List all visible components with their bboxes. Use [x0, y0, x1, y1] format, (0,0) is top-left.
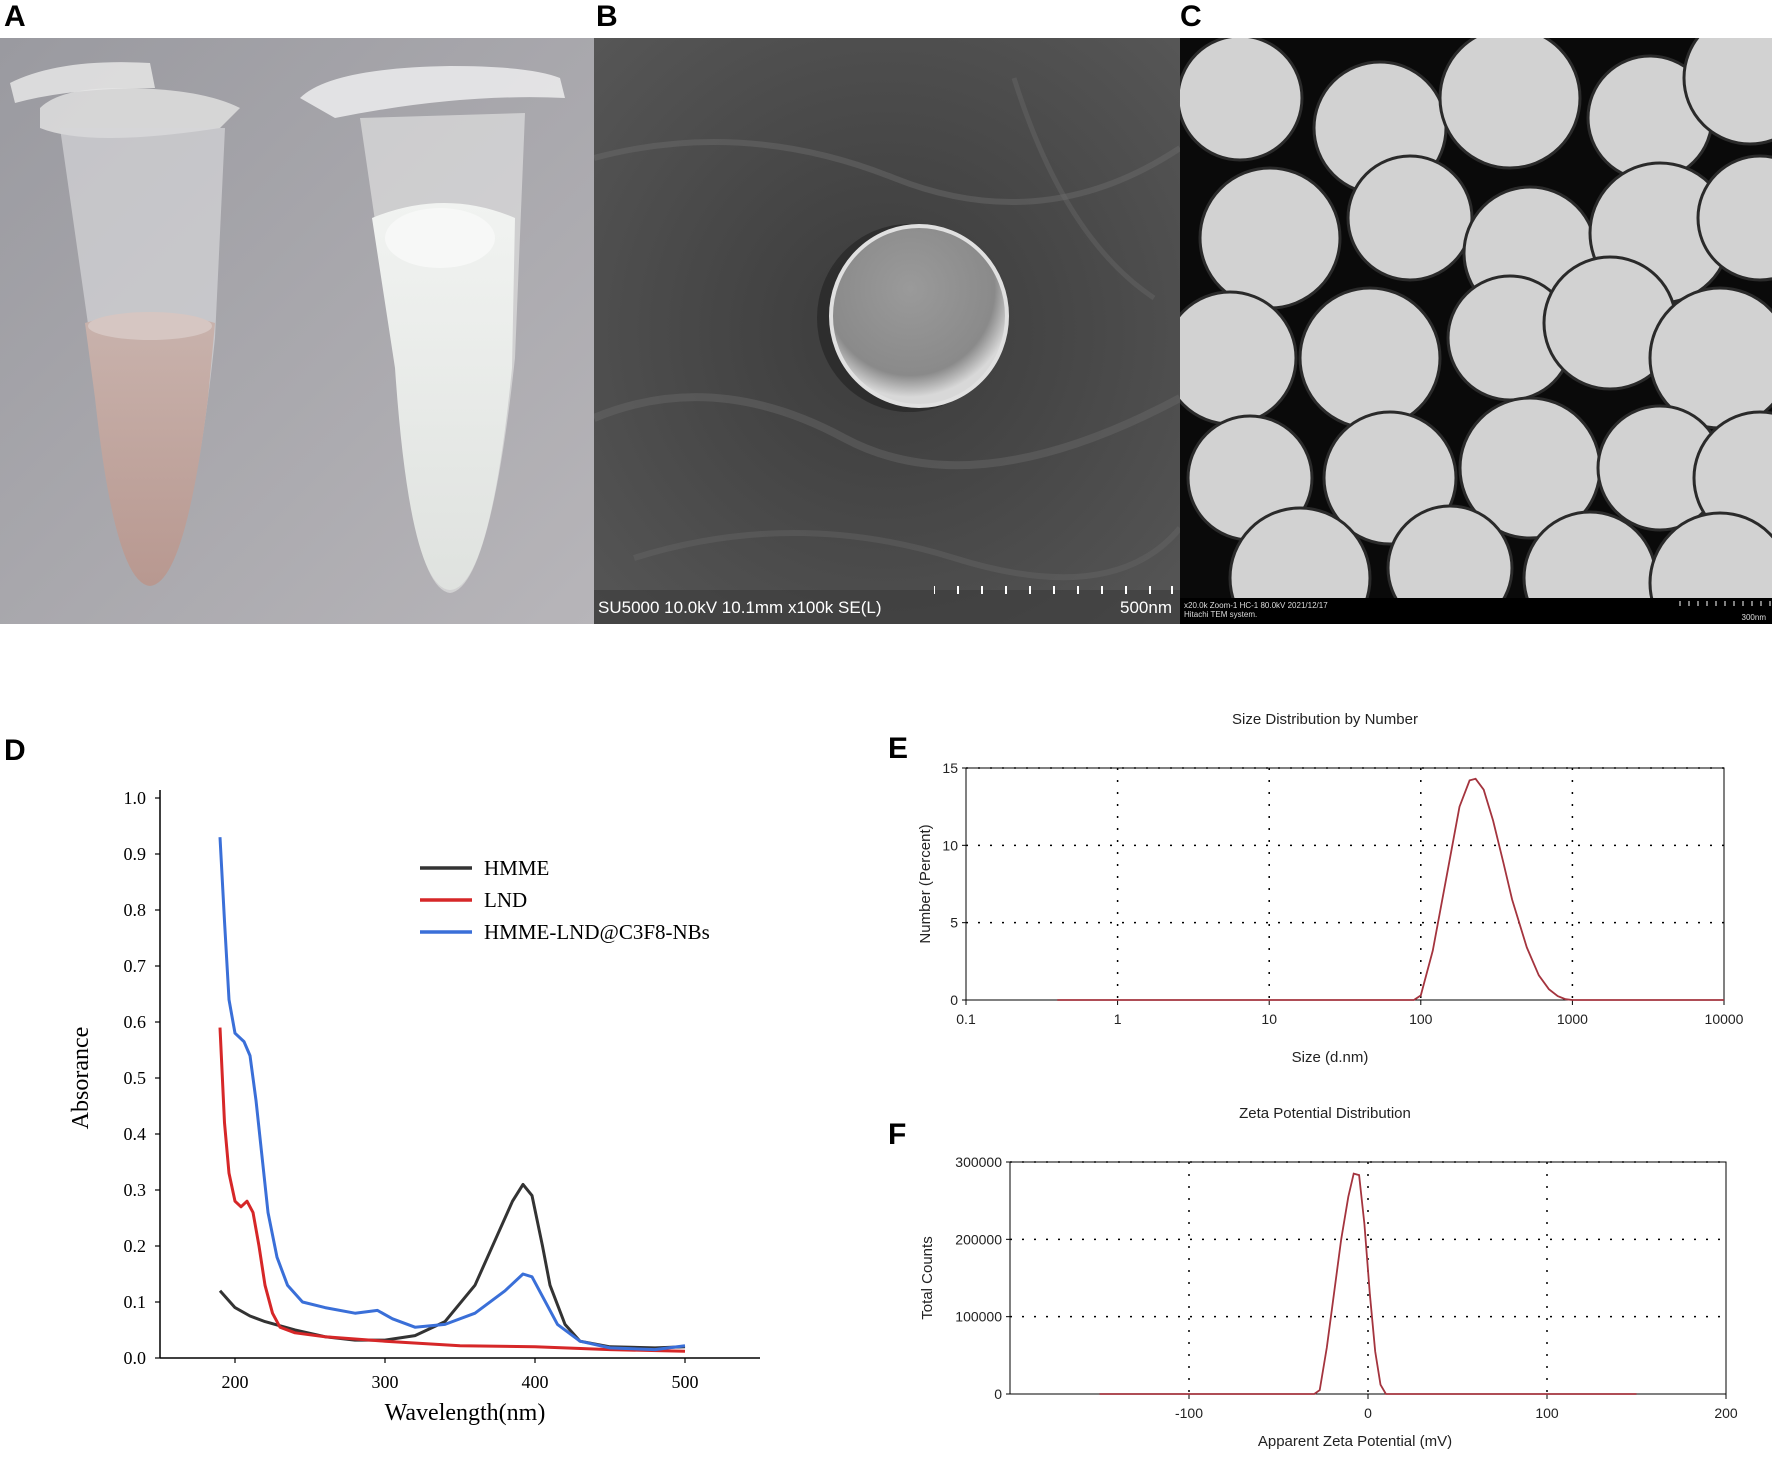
- e-x-tick-label: 100: [1409, 1011, 1433, 1027]
- f-x-tick-label: 0: [1364, 1405, 1372, 1421]
- e-frame: [965, 767, 1725, 1001]
- f-y-tick-label: 100000: [955, 1309, 1002, 1325]
- d-y-tick-label: 0.8: [124, 900, 147, 920]
- tem-image: x20.0k Zoom-1 HC-1 80.0kV 2021/12/17 Hit…: [1180, 38, 1772, 624]
- d-series-line-0: [218, 1182, 686, 1350]
- d-y-tick-label: 0.6: [124, 1012, 147, 1032]
- sem-scale-bar: [934, 586, 1173, 594]
- left-tube: [10, 62, 240, 586]
- panel-letter-b: B: [596, 0, 618, 33]
- e-y-tick-label: 15: [942, 760, 958, 776]
- e-y-tick-label: 0: [950, 992, 958, 1008]
- tem-particle: [1648, 511, 1772, 624]
- d-y-tick-label: 0.3: [124, 1180, 147, 1200]
- tem-particle: [1228, 506, 1372, 624]
- d-x-label: Wavelength(nm): [385, 1400, 546, 1426]
- d-x-tick-label: 200: [222, 1372, 249, 1392]
- tem-info-line1: x20.0k Zoom-1 HC-1 80.0kV 2021/12/17: [1184, 601, 1328, 610]
- d-y-tick-label: 0.9: [124, 844, 147, 864]
- e-y-tick-label: 10: [942, 837, 958, 853]
- tem-scale-label: 300nm: [1741, 613, 1766, 622]
- e-y-tick-label: 5: [950, 915, 958, 931]
- d-y-tick-label: 0.2: [124, 1236, 147, 1256]
- tem-particle: [1386, 504, 1514, 624]
- d-y-tick-label: 0.4: [124, 1124, 147, 1144]
- e-title: Size Distribution by Number: [1232, 711, 1418, 728]
- panel-letter-f: F: [888, 1118, 907, 1151]
- f-series-line-0: [1099, 1172, 1637, 1395]
- sem-scale-label: 500nm: [1120, 598, 1172, 617]
- panel-letter-d: D: [4, 734, 26, 767]
- d-legend-label: HMME-LND@C3F8-NBs: [484, 920, 710, 944]
- sem-info-text: SU5000 10.0kV 10.1mm x100k SE(L): [598, 598, 882, 617]
- f-y-tick-label: 0: [994, 1386, 1002, 1402]
- tem-particle: [1696, 154, 1772, 282]
- d-y-tick-label: 0.7: [124, 956, 147, 976]
- tem-particle: [1438, 38, 1582, 170]
- tem-particle: [1346, 154, 1474, 282]
- d-legend-label: LND: [484, 888, 527, 912]
- tem-particle: [1198, 166, 1342, 310]
- right-tube: [300, 66, 565, 593]
- e-x-tick-label: 1000: [1557, 1011, 1588, 1027]
- f-x-tick-label: 100: [1535, 1405, 1559, 1421]
- d-y-tick-label: 0.5: [124, 1068, 147, 1088]
- f-title: Zeta Potential Distribution: [1239, 1105, 1411, 1122]
- f-y-tick-label: 200000: [955, 1231, 1002, 1247]
- e-y-label: Number (Percent): [917, 824, 934, 943]
- d-series-line-2: [218, 837, 686, 1352]
- tem-particle: [1180, 290, 1298, 426]
- tube-photo: [0, 38, 594, 624]
- f-x-tick-label: -100: [1175, 1405, 1203, 1421]
- d-y-tick-label: 0.1: [124, 1292, 147, 1312]
- f-y-tick-label: 300000: [955, 1154, 1002, 1170]
- d-y-tick-label: 1.0: [124, 788, 147, 808]
- tem-particle: [1682, 38, 1772, 146]
- zeta-potential-chart: Zeta Potential Distribution 0 100000 20000…: [919, 1105, 1738, 1450]
- d-legend-label: HMME: [484, 856, 549, 880]
- tem-scale-bar: [1679, 601, 1771, 606]
- e-x-tick-label: 10000: [1705, 1011, 1744, 1027]
- e-x-tick-label: 0.1: [956, 1011, 976, 1027]
- e-x-label: Size (d.nm): [1292, 1049, 1369, 1066]
- tem-particle: [1180, 38, 1304, 162]
- f-y-label: Total Counts: [919, 1236, 936, 1319]
- tem-info-bar: [1180, 598, 1772, 624]
- d-y-tick-label: 0.0: [124, 1348, 147, 1368]
- d-x-tick-label: 300: [372, 1372, 399, 1392]
- d-x-tick-label: 400: [522, 1372, 549, 1392]
- e-x-tick-label: 10: [1261, 1011, 1277, 1027]
- d-series-line-1: [218, 1027, 686, 1353]
- f-x-label: Apparent Zeta Potential (mV): [1258, 1433, 1452, 1450]
- panel-letter-e: E: [888, 732, 909, 765]
- tem-info-line2: Hitachi TEM system.: [1184, 610, 1258, 619]
- d-x-tick-label: 500: [672, 1372, 699, 1392]
- e-series-line-0: [1057, 777, 1724, 1001]
- d-y-label: Absorance: [68, 1027, 94, 1130]
- tem-particle: [1298, 286, 1442, 430]
- absorbance-chart: 0.0 0.1 0.2 0.3 0.4 0.5 0.6 0.7 0.8 0.9 1.0 200 300 4…: [68, 788, 760, 1426]
- panel-letter-a: A: [4, 0, 26, 33]
- sem-image: SU5000 10.0kV 10.1mm x100k SE(L) 500nm: [594, 38, 1180, 624]
- panel-letter-c: C: [1180, 0, 1202, 33]
- e-x-tick-label: 1: [1114, 1011, 1122, 1027]
- f-x-tick-label: 200: [1714, 1405, 1738, 1421]
- size-distribution-chart: Size Distribution by Number 0 5 10 15 0.1 1 10…: [917, 711, 1744, 1066]
